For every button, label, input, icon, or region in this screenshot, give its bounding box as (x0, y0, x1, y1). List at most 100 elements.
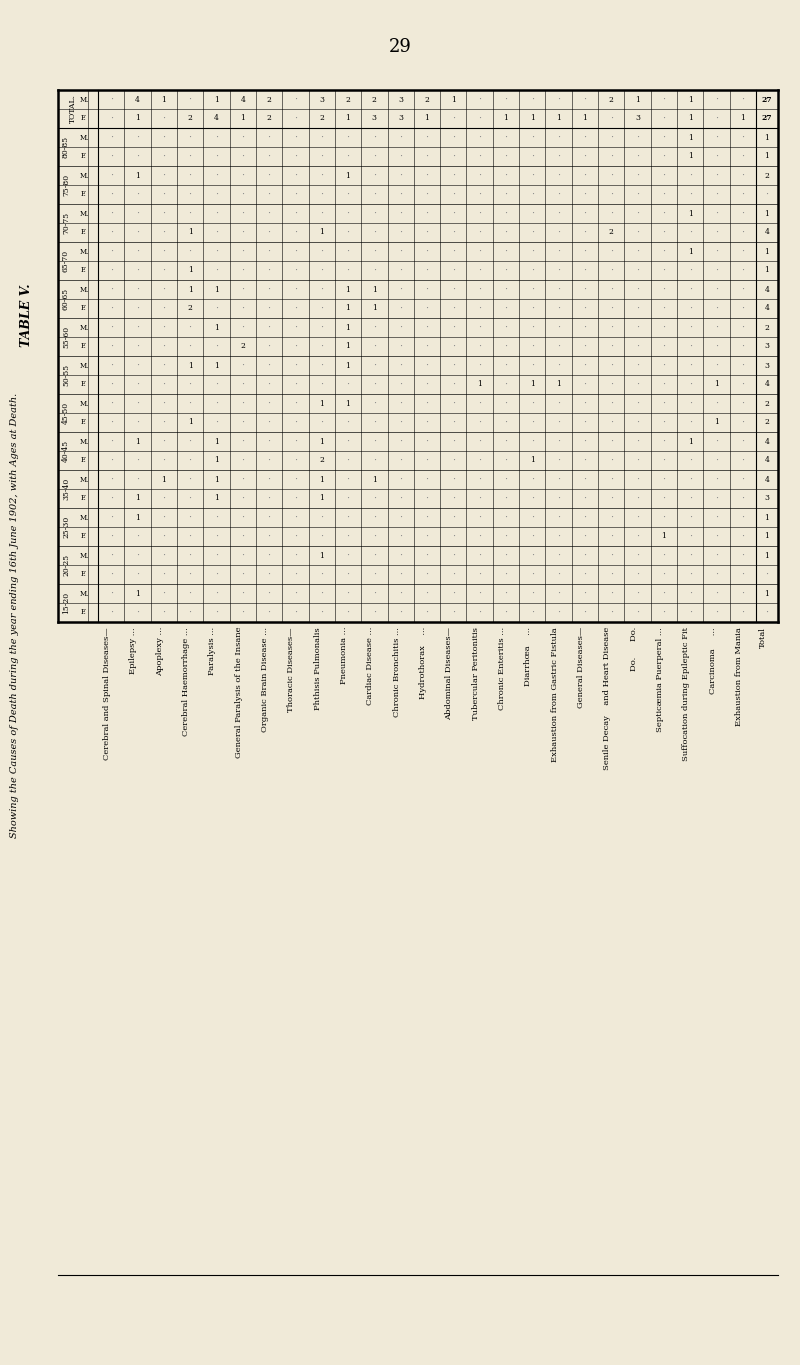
Text: ·: · (294, 437, 297, 446)
Text: ·: · (267, 607, 270, 617)
Text: ·: · (636, 360, 639, 370)
Text: ·: · (294, 209, 297, 218)
Text: 40-45: 40-45 (62, 440, 70, 463)
Text: 1: 1 (688, 134, 693, 142)
Text: ·: · (241, 190, 244, 199)
Text: ·: · (426, 532, 429, 541)
Text: ·: · (399, 590, 402, 598)
Text: M.: M. (79, 475, 89, 483)
Text: ·: · (662, 304, 666, 313)
Text: ·: · (373, 607, 376, 617)
Text: 70-75: 70-75 (62, 212, 70, 233)
Text: 1: 1 (214, 475, 219, 483)
Text: ·: · (426, 324, 429, 332)
Text: ·: · (162, 437, 166, 446)
Text: ·: · (742, 285, 745, 293)
Text: ·: · (294, 324, 297, 332)
Text: ·: · (110, 171, 113, 180)
Text: ·: · (189, 190, 192, 199)
Text: ·: · (452, 171, 455, 180)
Text: ·: · (399, 607, 402, 617)
Text: ·: · (241, 418, 244, 427)
Text: 4: 4 (765, 381, 770, 389)
Text: ·: · (241, 571, 244, 579)
Text: ·: · (689, 379, 692, 389)
Text: ·: · (215, 418, 218, 427)
Text: ·: · (689, 399, 692, 408)
Text: Do.      Do.: Do. Do. (630, 627, 638, 672)
Text: ·: · (320, 152, 323, 161)
Text: F.: F. (81, 228, 87, 236)
Text: 1: 1 (765, 551, 770, 560)
Text: ·: · (452, 590, 455, 598)
Text: ·: · (583, 456, 586, 465)
Text: ·: · (530, 590, 534, 598)
Text: ·: · (399, 494, 402, 502)
Text: 1: 1 (714, 381, 719, 389)
Text: Exhaustion from Gastric Fistula: Exhaustion from Gastric Fistula (550, 627, 558, 762)
Text: Carcinoma     ...: Carcinoma ... (709, 627, 717, 693)
Text: 1: 1 (765, 153, 770, 161)
Text: ·: · (189, 96, 192, 104)
Text: ·: · (346, 551, 350, 560)
Text: ·: · (373, 551, 376, 560)
Text: 1: 1 (214, 324, 219, 332)
Text: ·: · (346, 607, 350, 617)
Text: ·: · (241, 228, 244, 238)
Text: M.: M. (79, 247, 89, 255)
Text: F.: F. (81, 381, 87, 389)
Text: ·: · (189, 475, 192, 485)
Text: ·: · (136, 132, 139, 142)
Text: 35-40: 35-40 (62, 478, 70, 500)
Text: ·: · (610, 190, 613, 199)
Text: ·: · (136, 418, 139, 427)
Text: ·: · (426, 266, 429, 274)
Text: ·: · (610, 456, 613, 465)
Text: 1: 1 (372, 285, 377, 293)
Text: 4: 4 (765, 475, 770, 483)
Text: ·: · (294, 343, 297, 351)
Text: ·: · (241, 266, 244, 274)
Text: ·: · (583, 209, 586, 218)
Text: ·: · (557, 456, 560, 465)
Text: ·: · (557, 532, 560, 541)
Text: ·: · (241, 399, 244, 408)
Text: ·: · (452, 456, 455, 465)
Text: ·: · (267, 437, 270, 446)
Text: ·: · (504, 571, 507, 579)
Text: ·: · (241, 456, 244, 465)
Text: ·: · (215, 190, 218, 199)
Text: ·: · (215, 343, 218, 351)
Text: 1: 1 (530, 115, 534, 123)
Text: ·: · (715, 494, 718, 502)
Text: ·: · (636, 607, 639, 617)
Text: 2: 2 (188, 304, 193, 313)
Text: ·: · (530, 571, 534, 579)
Text: 1: 1 (214, 494, 219, 502)
Text: ·: · (294, 132, 297, 142)
Text: Phthisis Pulmonalis: Phthisis Pulmonalis (314, 627, 322, 710)
Text: ·: · (426, 171, 429, 180)
Text: ·: · (583, 513, 586, 521)
Text: ·: · (715, 343, 718, 351)
Text: ·: · (241, 551, 244, 560)
Text: ·: · (399, 360, 402, 370)
Text: ·: · (189, 379, 192, 389)
Text: ·: · (742, 360, 745, 370)
Text: ·: · (715, 171, 718, 180)
Text: ·: · (320, 513, 323, 521)
Text: 1: 1 (162, 96, 166, 104)
Text: ·: · (110, 360, 113, 370)
Text: ·: · (162, 209, 166, 218)
Text: 29: 29 (389, 38, 411, 56)
Text: ·: · (610, 475, 613, 485)
Text: ·: · (189, 590, 192, 598)
Text: ·: · (110, 399, 113, 408)
Text: ·: · (452, 475, 455, 485)
Text: ·: · (320, 571, 323, 579)
Text: ·: · (136, 475, 139, 485)
Text: 20-25: 20-25 (62, 554, 70, 576)
Text: ·: · (373, 532, 376, 541)
Text: F.: F. (81, 532, 87, 541)
Text: ·: · (715, 96, 718, 104)
